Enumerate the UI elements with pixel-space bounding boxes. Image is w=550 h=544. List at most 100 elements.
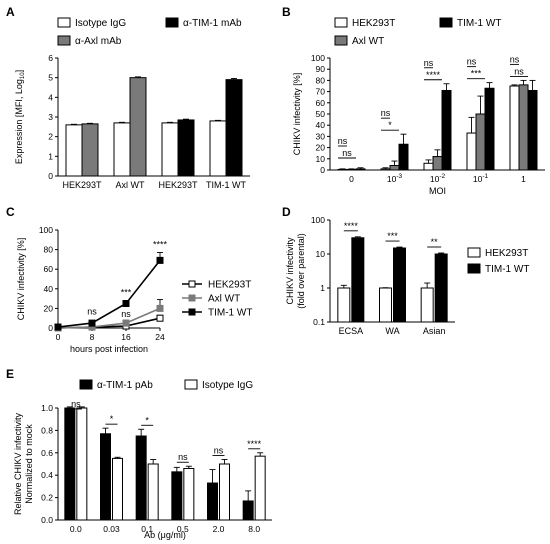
panel-d-x-tick-label: Asian (423, 326, 446, 336)
panel-a-bar (161, 122, 179, 177)
panel-b-x-tick-label: 10-2 (430, 173, 446, 184)
panel-c-y-tick-label: 40 (44, 284, 54, 294)
panel-b-significance: ns (381, 108, 391, 118)
panel-c-x-tick-label: 8 (90, 332, 95, 342)
panel-e-bar (207, 482, 218, 521)
panel-b-bar (475, 113, 486, 171)
panel-c-legend-marker (188, 308, 196, 316)
panel-d-x-tick-label: ECSA (339, 326, 364, 336)
panel-label-d: D (282, 205, 291, 219)
panel-a-bar (129, 77, 147, 177)
panel-b-legend-axl-label: Axl WT (352, 36, 384, 47)
panel-a-legend-axl-label: α-Axl mAb (75, 36, 122, 47)
panel-a-bar (225, 79, 243, 177)
panel-b-y-tick-label: 30 (316, 131, 326, 141)
panel-b-y-tick-label: 20 (316, 143, 326, 153)
panel-c-marker (156, 314, 164, 322)
panel-a-x-tick-label: HEK293T (158, 180, 198, 190)
panel-d-legend-tim1-swatch (467, 263, 481, 274)
panel-a-x-tick-label: Axl WT (116, 180, 145, 190)
panel-c-y-tick-label: 0 (48, 323, 53, 333)
panel-b-y-axis-label: CHIKV infectivity [%] (292, 73, 302, 156)
panel-b-y-tick-label: 10 (316, 154, 326, 164)
panel-d-y-tick-label: 1 (320, 283, 325, 293)
panel-c-marker (54, 323, 62, 331)
panel-a-y-tick-label: 1 (48, 151, 53, 161)
panel-c-legend-label: TIM-1 WT (208, 308, 252, 319)
panel-c-x-tick-label: 16 (121, 332, 131, 342)
panel-d-y-axis-label: CHIKV infectivity(fold over parental) (285, 233, 306, 309)
panel-b-y-tick-label: 50 (316, 109, 326, 119)
panel-e-y-tick-label: 1.0 (41, 403, 53, 413)
panel-e-chart: 0.0 0.2 0.4 0.6 0.8 1.0 Relative CHIKV infecti… (13, 379, 272, 540)
panel-d-significance: **** (344, 221, 359, 231)
panel-d-y-tick-label: 100 (311, 215, 325, 225)
panel-e-x-tick-label: 8.0 (248, 524, 260, 534)
panel-d-significance: *** (387, 231, 398, 241)
panel-b-significance: ns (514, 66, 524, 76)
panel-a-bar (177, 119, 195, 177)
panel-e-legend-tim1-label: α-TIM-1 pAb (97, 380, 153, 391)
panel-d-bar (379, 287, 392, 323)
panel-b-significance: *** (471, 69, 482, 79)
panel-a-bar (113, 122, 131, 177)
panel-a-bar (81, 123, 99, 177)
panel-e-significance: ns (71, 399, 81, 409)
panel-c-marker (88, 319, 96, 327)
panel-c-legend-label: HEK293T (208, 280, 251, 291)
panel-b-significance: ns (424, 58, 434, 68)
panel-b-bar (441, 89, 452, 171)
panel-c-series-line (57, 259, 161, 328)
panel-e-bar (171, 471, 183, 521)
panel-a-legend-tim1-label: α-TIM-1 mAb (183, 18, 242, 29)
panel-c-significance: *** (121, 288, 132, 298)
panel-a-y-tick-label: 2 (48, 132, 53, 142)
panel-d-y-tick-label: 0.1 (313, 317, 325, 327)
panel-label-a: A (6, 5, 15, 19)
panel-b-x-tick-label: 10-3 (387, 173, 403, 184)
panel-d-x-tick-label: WA (385, 326, 399, 336)
panel-e-x-tick-label: 0.5 (177, 524, 189, 534)
panel-label-c: C (6, 205, 15, 219)
panel-d-bar (420, 287, 434, 323)
panel-a-legend-tim1-swatch (165, 17, 179, 28)
panel-e-bar (100, 433, 111, 521)
panel-e-significance: * (145, 415, 149, 425)
panel-d-legend-hek-label: HEK293T (485, 248, 528, 259)
panel-e-bar (219, 463, 230, 521)
panel-b-bar (509, 85, 520, 171)
panel-a-y-tick-label: 3 (48, 112, 53, 122)
panel-a-chart: 0 1 2 3 4 5 6 Expression [MFI, Log10] HEK293T Axl… (14, 17, 250, 190)
panel-b-bar (466, 132, 477, 171)
panel-b-bar (527, 89, 538, 171)
panel-b-significance: ns (342, 148, 352, 158)
panel-b-x-tick-label: 0 (349, 174, 354, 184)
panel-e-legend-tim1-swatch (79, 379, 93, 390)
panel-b-y-tick-label: 90 (316, 64, 326, 74)
panel-b-y-tick-label: 100 (311, 53, 325, 63)
panel-d-legend-hek-swatch (467, 247, 481, 258)
panel-e-x-tick-label: 0.1 (141, 524, 153, 534)
panel-b-y-tick-label: 0 (320, 165, 325, 175)
panel-d-significance: ** (431, 237, 439, 247)
panel-b-y-tick-label: 60 (316, 98, 326, 108)
panel-e-bar (64, 407, 76, 521)
panel-label-b: B (282, 5, 291, 19)
panel-e-significance: **** (247, 439, 262, 449)
panel-c-marker (156, 304, 164, 312)
panel-e-y-tick-label: 0.2 (41, 493, 53, 503)
panel-a-legend-isotype-label: Isotype IgG (75, 18, 126, 29)
panel-e-x-tick-label: 0.0 (70, 524, 82, 534)
panel-b-significance: ns (467, 57, 477, 67)
panel-b-x-tick-label: 10-1 (473, 173, 489, 184)
panel-b-legend-tim1-swatch (439, 17, 453, 28)
panel-c-y-axis-label: CHIKV infectivity [%] (16, 238, 26, 321)
panel-a-y-tick-label: 0 (48, 171, 53, 181)
panel-e-y-tick-label: 0.6 (41, 448, 53, 458)
panel-e-y-tick-label: 0.0 (41, 515, 53, 525)
panel-c-marker (122, 300, 130, 307)
panel-c-legend-marker (188, 294, 196, 302)
panel-c-x-tick-label: 0 (56, 332, 61, 342)
